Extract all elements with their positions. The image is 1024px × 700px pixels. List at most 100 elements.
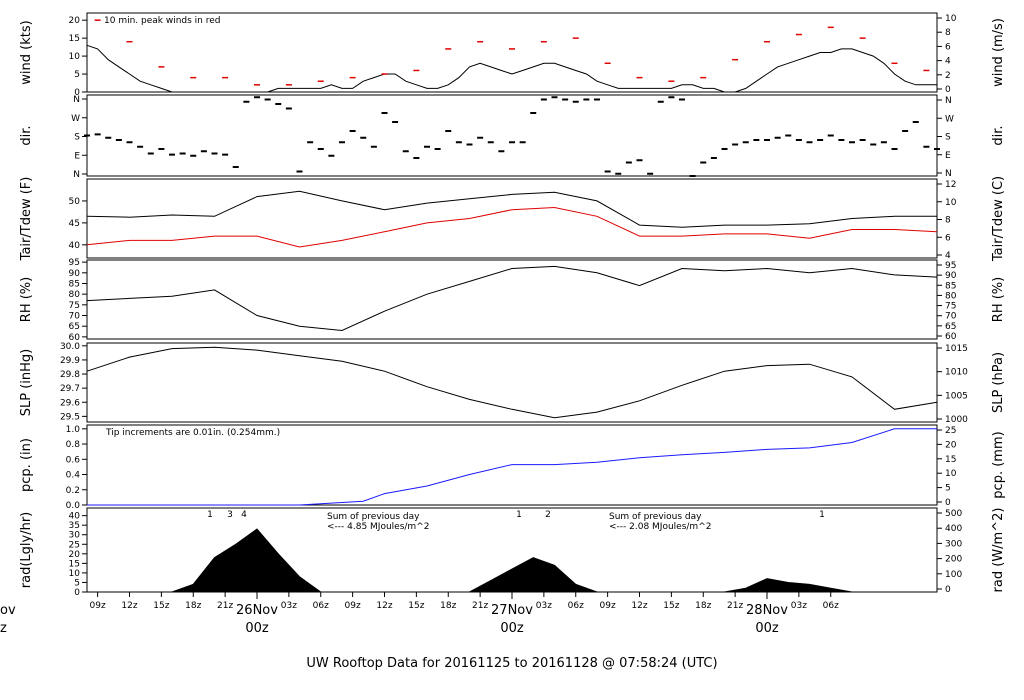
y-tick-label-right: 25 (945, 426, 956, 436)
y-tick-label: 35 (69, 521, 80, 531)
dir-point (562, 98, 569, 101)
x-tick-label: 15z (153, 601, 169, 611)
y-axis-label-right: SLP (hPa) (991, 352, 1006, 413)
tip-mark: 3 (227, 510, 233, 520)
dir-point (285, 107, 292, 110)
y-tick-label: 15 (69, 559, 80, 569)
y-tick-label-right: 80 (945, 291, 957, 301)
tip-mark: 2 (545, 510, 551, 520)
y-tick-label-right: 4 (945, 251, 951, 261)
y-tick-label: 29.7 (60, 384, 80, 394)
dir-point (296, 170, 303, 173)
dir-point (264, 98, 271, 101)
tip-mark: 1 (516, 510, 522, 520)
dir-point (94, 133, 101, 136)
dir-point (137, 145, 144, 148)
y-tick-label: 70 (69, 312, 81, 322)
dir-point (795, 139, 802, 141)
dir-point (179, 152, 186, 155)
dir-point (923, 145, 930, 148)
panel-wind: wind (kts) wind (m/s) 0 5 10 15 20 0 2 4 6 8 10 10 mi… (19, 12, 1006, 98)
tip-mark: 1 (207, 510, 213, 520)
x-tick-label: 12z (631, 601, 647, 611)
y-tick-label: 80 (69, 290, 81, 300)
y-tick-label-right: 5 (945, 484, 951, 494)
y-tick-label-right: 300 (945, 539, 962, 549)
y-tick-label-right: 8 (945, 28, 951, 38)
temperature-Tdew-line (86, 206, 938, 248)
y-tick-label-right: 1000 (945, 415, 968, 425)
y-tick-label: 25 (69, 540, 80, 550)
y-tick-label-right: 8 (945, 216, 951, 226)
y-tick-label-right: 400 (945, 524, 962, 534)
y-tick-label-right: N (945, 169, 952, 179)
dir-point (732, 143, 739, 146)
tip-mark: 4 (241, 510, 247, 520)
y-tick-label-right: 90 (945, 271, 957, 281)
dir-point (126, 141, 133, 144)
y-axis-label: RH (%) (19, 277, 34, 322)
y-tick-label: E (74, 151, 80, 161)
y-tick-label-right: 2 (945, 71, 951, 81)
y-tick-label-right: S (945, 133, 951, 143)
y-tick-label-right: 10 (945, 198, 957, 208)
dir-point (615, 172, 622, 175)
y-tick-label: 1.0 (66, 425, 81, 435)
dir-point (679, 98, 685, 101)
y-tick-label-right: 100 (945, 570, 962, 580)
y-tick-label: 0 (74, 588, 80, 598)
radiation-area (87, 528, 937, 593)
dir-point (689, 175, 696, 177)
dir-point (413, 157, 420, 159)
x-tick-label: 03z (281, 601, 297, 611)
dir-point (328, 154, 335, 157)
y-tick-label: 30 (69, 531, 81, 541)
y-tick-label: 45 (69, 219, 80, 229)
day-date-label: 28Nov (746, 603, 788, 618)
y-tick-label: 0.8 (66, 440, 81, 450)
dir-point (934, 148, 940, 150)
radiation-annotation: Sum of previous day (327, 512, 420, 522)
x-tick-label: 06z (823, 601, 839, 611)
x-tick-label: 21z (217, 601, 233, 611)
dir-point (402, 150, 409, 153)
y-tick-label: 50 (69, 197, 81, 207)
dir-point (424, 145, 430, 148)
rh-RH-line (86, 265, 938, 332)
y-tick-label-right: 6 (945, 42, 951, 52)
y-tick-label-right: 15 (945, 455, 956, 465)
y-tick-label: 20 (69, 550, 81, 560)
x-tick-label: 21z (727, 601, 743, 611)
dir-point (211, 152, 218, 155)
dir-point (849, 141, 855, 144)
dir-point (594, 98, 600, 101)
y-tick-label-right: 6 (945, 233, 951, 243)
dir-point (647, 172, 654, 175)
x-tick-label: 09z (345, 601, 361, 611)
y-tick-label-right: 85 (945, 281, 956, 291)
dir-point (477, 136, 484, 139)
y-tick-label-right: 1005 (945, 391, 968, 401)
dir-point (169, 153, 175, 156)
y-tick-label-right: 95 (945, 261, 956, 271)
y-tick-label: 0.4 (66, 471, 81, 481)
y-tick-label-right: 10 (945, 469, 957, 479)
pressure-SLP-line (86, 346, 938, 419)
tip-mark: 1 (819, 510, 825, 520)
x-tick-label: 06z (568, 601, 584, 611)
y-tick-label: 40 (69, 241, 81, 251)
y-tick-label: 85 (69, 279, 80, 289)
dir-point (434, 148, 441, 150)
dir-point (392, 121, 399, 123)
dir-point (222, 153, 229, 156)
dir-point (115, 139, 122, 141)
dir-point (200, 150, 207, 153)
dir-point (509, 141, 515, 144)
dir-point (455, 141, 462, 144)
dir-point (827, 134, 834, 137)
x-tick-label: 15z (408, 601, 424, 611)
y-tick-label-right: 4 (945, 57, 951, 67)
y-tick-label: 5 (74, 578, 80, 588)
